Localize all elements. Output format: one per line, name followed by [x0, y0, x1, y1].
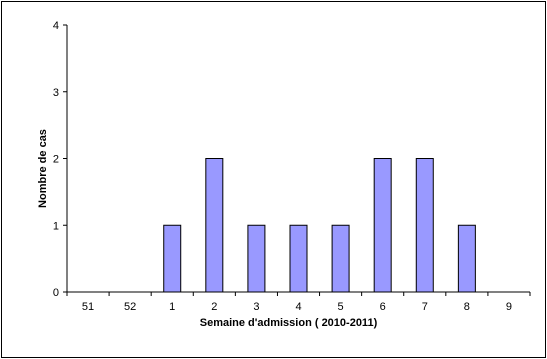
x-tick-label: 4: [295, 301, 301, 313]
x-tick-label: 5: [338, 301, 344, 313]
bar: [163, 224, 182, 293]
x-axis-ticks: 51 52 1 2 3 4 5 6 7 8 9: [66, 292, 531, 313]
x-tick-label: 3: [253, 301, 259, 313]
bar: [205, 158, 224, 293]
x-tick-label: 6: [380, 301, 386, 313]
bar: [247, 224, 266, 293]
bar: [457, 224, 476, 293]
y-tick-label: 0: [53, 287, 59, 299]
x-tick-label: 8: [464, 301, 470, 313]
y-tick-label: 3: [53, 87, 59, 99]
y-tick-label: 4: [53, 20, 59, 32]
y-tick-label: 2: [53, 154, 59, 166]
bar: [331, 224, 350, 293]
y-tick-label: 1: [53, 220, 59, 232]
bar: [415, 158, 434, 293]
bars-group: [163, 158, 476, 293]
x-tick-label: 2: [211, 301, 217, 313]
x-tick-label: 1: [169, 301, 175, 313]
bar: [289, 224, 308, 293]
x-tick-label: 9: [506, 301, 512, 313]
y-axis-ticks: 0 1 2 3 4: [53, 20, 67, 299]
x-axis-title: Semaine d'admission ( 2010-2011): [200, 317, 378, 329]
x-tick-label: 7: [422, 301, 428, 313]
x-tick-label: 51: [82, 301, 94, 313]
x-tick-label: 52: [124, 301, 136, 313]
y-axis-title: Nombre de cas: [37, 129, 49, 208]
bar: [373, 158, 392, 293]
